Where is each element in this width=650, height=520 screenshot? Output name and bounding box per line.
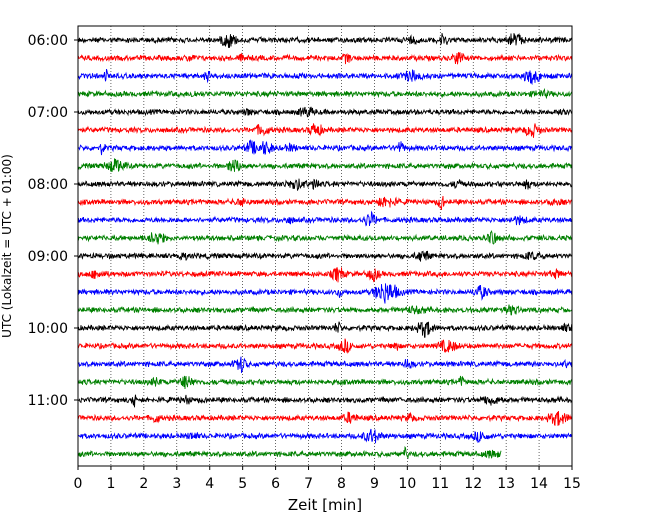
trace-0700 — [77, 106, 573, 118]
trace-0645 — [77, 87, 573, 100]
x-tick-label: 2 — [139, 476, 148, 492]
x-tick-label: 0 — [74, 476, 83, 492]
trace-0830 — [77, 210, 573, 227]
trace-1045 — [77, 375, 573, 389]
x-tick-label: 12 — [464, 476, 482, 492]
x-tick-label: 4 — [205, 476, 214, 492]
x-axis-label: Zeit [min] — [288, 496, 362, 514]
trace-0800 — [77, 178, 573, 191]
trace-layer — [77, 32, 573, 460]
y-tick-label: 09:00 — [28, 249, 68, 265]
x-tick-label: 10 — [398, 476, 416, 492]
trace-1030 — [77, 356, 573, 373]
trace-0945 — [77, 304, 573, 316]
x-tick-label: 13 — [497, 476, 515, 492]
y-axis: 06:00 07:00 08:00 09:00 10:00 11:00 — [28, 33, 78, 409]
trace-1130 — [77, 428, 573, 444]
x-tick-label: 1 — [106, 476, 115, 492]
trace-1015 — [77, 338, 573, 355]
plot-frame — [77, 25, 573, 467]
trace-0815 — [77, 195, 573, 211]
trace-0915 — [77, 267, 573, 283]
x-tick-label: 11 — [431, 476, 449, 492]
plot-area — [78, 26, 572, 466]
x-tick-label: 8 — [337, 476, 346, 492]
y-axis-label: UTC (Lokalzeit = UTC + 01:00) — [0, 154, 14, 338]
trace-0730 — [77, 138, 573, 156]
trace-0845 — [77, 230, 573, 245]
trace-0615 — [77, 51, 573, 65]
y-tick-label: 07:00 — [28, 105, 68, 121]
trace-0715 — [77, 123, 573, 138]
grid-layer — [110, 26, 540, 466]
x-tick-label: 9 — [370, 476, 379, 492]
x-tick-label: 14 — [530, 476, 548, 492]
trace-0745 — [77, 158, 573, 172]
trace-1145 — [77, 446, 502, 460]
y-tick-label: 11:00 — [28, 393, 68, 409]
y-tick-label: 08:00 — [28, 177, 68, 193]
x-axis: 0 1 2 3 4 5 6 7 8 9 10 11 12 13 14 15 — [74, 466, 581, 492]
x-tick-label: 5 — [238, 476, 247, 492]
trace-0900 — [77, 250, 573, 262]
x-tick-label: 3 — [172, 476, 181, 492]
y-tick-label: 10:00 — [28, 321, 68, 337]
trace-1000 — [77, 321, 573, 338]
trace-1115 — [77, 410, 573, 426]
x-tick-label: 15 — [563, 476, 581, 492]
trace-0630 — [77, 68, 573, 86]
trace-0930 — [77, 283, 573, 304]
x-tick-label: 6 — [271, 476, 280, 492]
trace-0600 — [77, 32, 573, 48]
trace-1100 — [77, 394, 573, 408]
y-tick-label: 06:00 — [28, 33, 68, 49]
x-tick-label: 7 — [304, 476, 313, 492]
